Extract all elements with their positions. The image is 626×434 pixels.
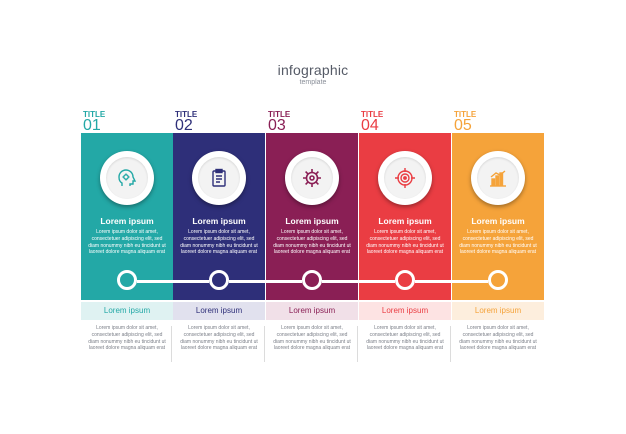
step-title-number: 04: [361, 117, 379, 134]
header-subtitle: template: [299, 79, 327, 86]
step-heading: Lorem ipsum: [192, 216, 246, 226]
step-title-label: TITLE: [83, 110, 106, 119]
step-2: TITLE 02 Lorem ipsum Lorem ipsum dolor s…: [173, 0, 265, 434]
step-icon-circle: [100, 151, 154, 205]
step-3: TITLE 03 Lorem ipsum Lorem ipsum dolor s…: [266, 0, 358, 434]
step-icon-circle: [285, 151, 339, 205]
step-band-title: Lorem ipsum: [173, 302, 265, 320]
step-band-description: Lorem ipsum dolor sit amet, consectetuer…: [273, 325, 351, 352]
step-heading: Lorem ipsum: [285, 216, 339, 226]
gear-icon: [291, 157, 333, 199]
step-title-number: 02: [175, 117, 193, 134]
step-band-title: Lorem ipsum: [452, 302, 544, 320]
step-band-description: Lorem ipsum dolor sit amet, consectetuer…: [88, 325, 166, 352]
timeline-connector: [322, 280, 395, 283]
target-icon: [384, 157, 426, 199]
step-title-label: TITLE: [268, 110, 291, 119]
bar-chart-icon: [477, 157, 519, 199]
step-title-number: 03: [268, 117, 286, 134]
column-divider: [450, 326, 451, 362]
step-band-description: Lorem ipsum dolor sit amet, consectetuer…: [459, 325, 537, 352]
step-band-title: Lorem ipsum: [359, 302, 451, 320]
timeline-connector: [415, 280, 488, 283]
clipboard-icon: [198, 157, 240, 199]
head-gear-icon: [106, 157, 148, 199]
step-icon-circle: [471, 151, 525, 205]
step-description: Lorem ipsum dolor sit amet, consectetuer…: [273, 229, 351, 256]
step-band-title: Lorem ipsum: [266, 302, 358, 320]
step-heading: Lorem ipsum: [471, 216, 525, 226]
step-title-label: TITLE: [175, 110, 198, 119]
step-description: Lorem ipsum dolor sit amet, consectetuer…: [180, 229, 258, 256]
step-title-label: TITLE: [454, 110, 477, 119]
step-4: TITLE 04 Lorem ipsum Lorem ipsum dolor s…: [359, 0, 451, 434]
step-band-description: Lorem ipsum dolor sit amet, consectetuer…: [180, 325, 258, 352]
step-description: Lorem ipsum dolor sit amet, consectetuer…: [88, 229, 166, 256]
timeline-node: [302, 270, 322, 290]
step-description: Lorem ipsum dolor sit amet, consectetuer…: [366, 229, 444, 256]
step-5: TITLE 05 Lorem ipsum Lorem ipsum dolor s…: [452, 0, 544, 434]
timeline-node: [117, 270, 137, 290]
timeline-connector: [229, 280, 302, 283]
step-1: TITLE 01 Lorem ipsum Lorem ipsum dolor s…: [81, 0, 173, 434]
step-title-label: TITLE: [361, 110, 384, 119]
timeline-node: [395, 270, 415, 290]
timeline-node: [488, 270, 508, 290]
step-description: Lorem ipsum dolor sit amet, consectetuer…: [459, 229, 537, 256]
header-title: infographic: [277, 62, 349, 78]
step-title-number: 01: [83, 117, 101, 134]
step-band-description: Lorem ipsum dolor sit amet, consectetuer…: [366, 325, 444, 352]
step-icon-circle: [192, 151, 246, 205]
timeline-node: [209, 270, 229, 290]
step-heading: Lorem ipsum: [100, 216, 154, 226]
column-divider: [357, 326, 358, 362]
column-divider: [171, 326, 172, 362]
step-heading: Lorem ipsum: [378, 216, 432, 226]
step-band-title: Lorem ipsum: [81, 302, 173, 320]
step-icon-circle: [378, 151, 432, 205]
timeline-connector: [137, 280, 209, 283]
step-title-number: 05: [454, 117, 472, 134]
column-divider: [264, 326, 265, 362]
